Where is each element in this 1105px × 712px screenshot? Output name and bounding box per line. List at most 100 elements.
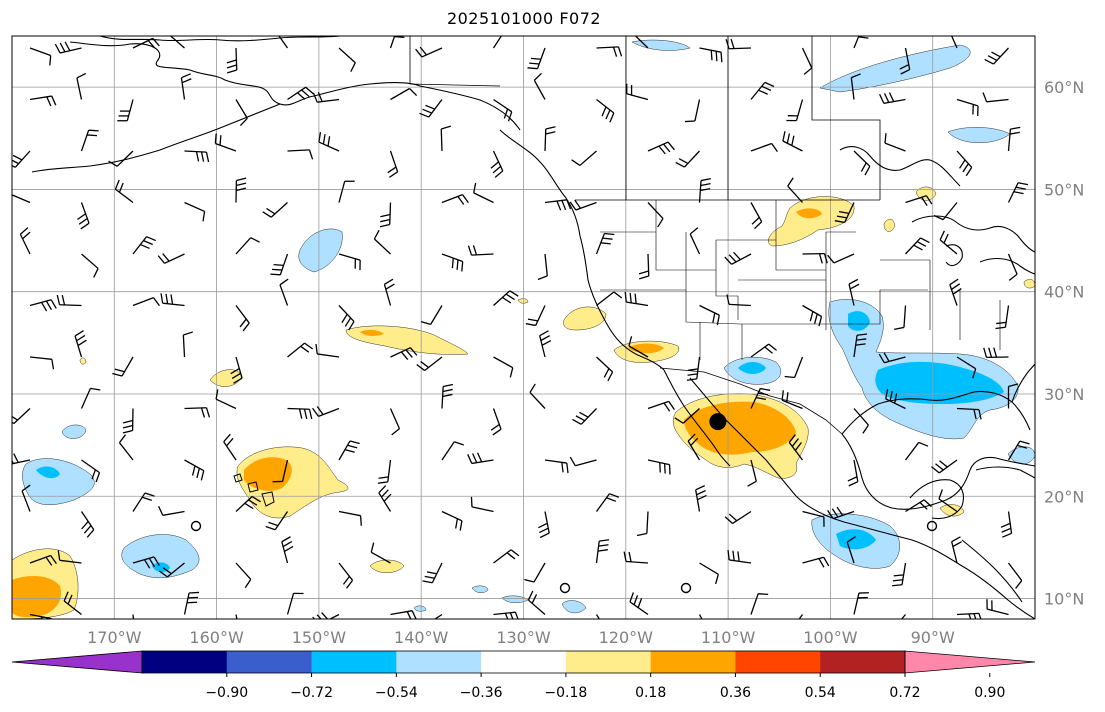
wind-barb [629,592,649,616]
colorbar-segment [565,651,652,673]
texas-louisiana-coast [841,390,1031,435]
colorbar-segment [311,651,397,673]
wind-barb [938,489,958,513]
colorbar-extend-low [11,650,143,674]
wind-barb [183,591,200,615]
colorbar-segment [650,651,736,673]
alaska-border [409,36,501,87]
wind-barb [338,253,361,271]
wind-barb [262,202,288,218]
wind-barb [533,72,546,100]
wind-barb [473,182,494,204]
wind-barb [884,133,906,152]
wind-barb [235,495,261,512]
wind-barb [338,47,356,72]
wind-barb [373,229,391,255]
wind-barb [698,178,711,203]
us-west-coast [579,235,665,371]
wind-barb [29,554,57,566]
wind-barb [1007,182,1029,203]
wind-barb [595,493,620,512]
wind-barb [781,390,803,410]
cuba [975,466,1035,479]
wind-barb [383,278,395,306]
wind-barb [529,383,546,409]
wind-barb [853,36,869,49]
longitude-label: 150°W [292,628,347,647]
wind-barb [1007,562,1023,589]
wind-barb [315,343,340,358]
alaska-coast [69,41,521,131]
wind-barb [675,150,700,168]
longitude-label: 160°W [189,628,244,647]
wind-barb [595,539,610,564]
wind-barb [441,253,464,272]
wind-barb [493,549,520,564]
wind-barb [786,99,804,122]
wind-barb [184,150,210,163]
shade-orange [796,208,822,219]
wind-barb [1007,440,1030,461]
wind-barb [287,342,314,358]
longitude-label: 120°W [599,628,654,647]
map-content [12,36,1035,619]
wind-barb [12,150,31,168]
wind-barb [939,230,958,255]
wind-barb [1007,126,1021,152]
wind-barb [54,41,82,54]
wind-barb [983,347,1009,359]
latitude-label: 50°N [1044,180,1084,199]
wind-barb [847,459,859,487]
shade-yellow [517,298,529,304]
wind-barb [802,304,823,327]
wind-barb [538,511,550,539]
coastlines [31,36,1035,619]
wind-barb [493,290,519,306]
wind-barb [1007,253,1018,281]
wind-barb [950,36,958,49]
wind-barb [272,459,289,483]
shade-blue2 [738,362,766,374]
yucatan [909,479,965,520]
wind-barb [788,434,804,461]
island [247,481,259,493]
wind-barb [725,38,752,50]
wind-barb [750,593,769,615]
wind-barb [956,407,982,420]
wind-barb [467,245,494,256]
wind-barb [184,459,205,481]
wind-barb [525,305,546,327]
wind-barb [984,47,1009,65]
wind-barb [527,47,546,70]
wind-barb [544,199,572,211]
colorbar-tick-label: −0.54 [375,685,418,701]
wind-barb [132,236,157,255]
wind-barb [81,459,101,483]
shade-yellow [939,504,965,517]
wind-barb [699,304,720,326]
central-america [961,539,1023,603]
us-mexico-border [659,367,843,435]
wind-barb [76,72,87,100]
wind-barb [214,133,237,152]
shade-blue [471,585,489,593]
station-circle [926,520,938,532]
wind-barb [853,333,868,358]
wind-barb [802,510,825,527]
wind-barb [904,441,929,461]
wind-barb [784,356,804,379]
wind-barb [802,556,830,568]
wind-barb [287,407,313,420]
wind-barb [318,132,340,152]
latitude-label: 10°N [1044,590,1084,609]
latitude-label: 20°N [1044,487,1084,506]
wind-barb [21,484,31,512]
colorbar-segment [820,651,906,673]
wind-barb [235,177,247,203]
wind-barb [132,37,160,49]
wind-barb [287,149,314,160]
latitude-label: 40°N [1044,283,1084,302]
wind-barb [750,81,775,100]
wind-barb [441,194,469,205]
baja-coast [663,369,797,497]
